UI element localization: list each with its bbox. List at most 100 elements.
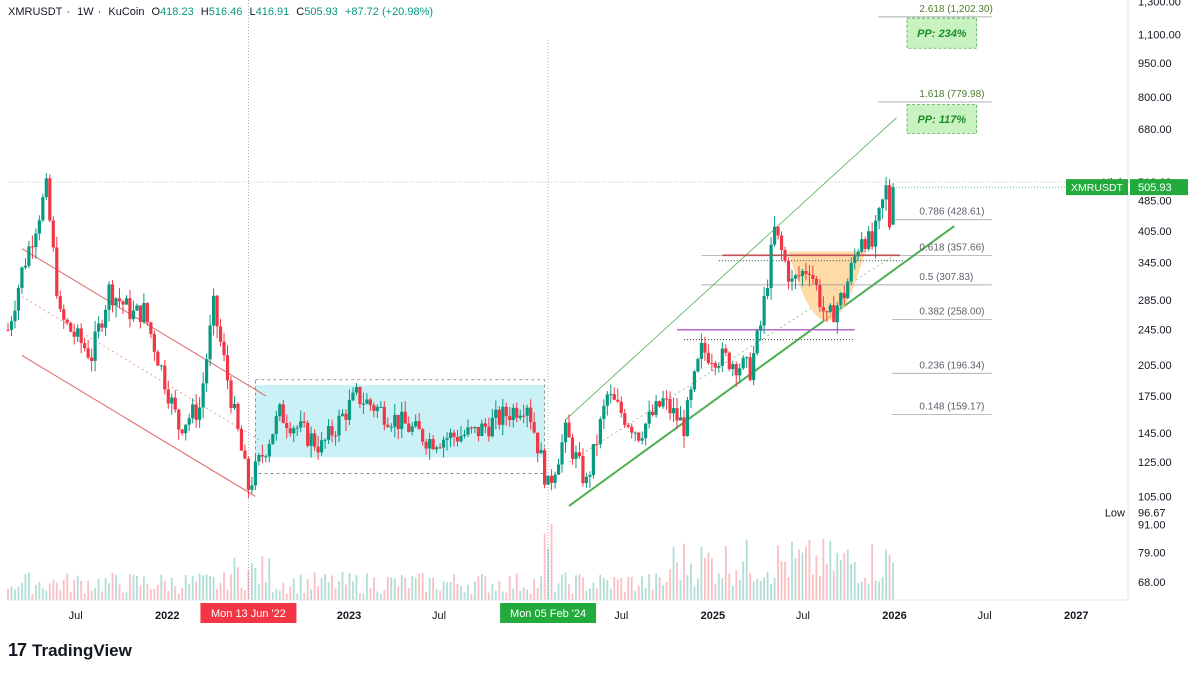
volume-bar [34,584,37,600]
volume-bar [411,576,414,600]
volume-bar [470,593,473,600]
candle-body [678,417,683,421]
y-tick-label: 79.00 [1138,547,1166,559]
volume-bar [832,570,835,600]
current-price-value: 505.93 [1138,182,1172,194]
y-tick-label: 91.00 [1138,520,1166,532]
candle-body [713,363,717,368]
tradingview-logo[interactable]: 17 TradingView [8,640,132,661]
volume-bar [808,539,811,600]
volume-bar [578,573,581,600]
volume-bar [94,588,97,600]
candle-body [372,405,376,411]
volume-bar [271,592,274,600]
volume-bar [393,578,396,600]
mid-price-value: 485.00 [1138,195,1172,207]
candle-body [222,341,226,356]
channel-mid-line [21,296,260,441]
volume-bar [679,580,682,600]
candle-body [37,220,41,234]
candle-body [128,298,132,320]
candle-body [626,424,630,427]
candle-body [717,365,721,368]
fib-level-label: 1.618 (779.98) [919,89,984,100]
candle-body [191,404,195,419]
candle-body [452,432,456,437]
volume-bar [836,552,839,600]
candle-body [759,325,763,331]
volume-bar [672,546,675,600]
candle-body [344,413,348,420]
date-badge [200,603,297,623]
candle-body [668,399,672,414]
volume-bar [585,590,588,600]
candle-body [264,456,268,458]
candle-body [23,265,28,268]
volume-bar [216,588,218,600]
symbol-name[interactable]: XMRUSDT [8,6,63,18]
volume-bar [317,585,320,600]
candle-body [205,359,209,384]
volume-bar [494,590,497,600]
volume-bar [533,579,536,600]
candle-body [62,309,66,320]
candle-body [581,456,585,484]
volume-bar [846,549,849,600]
candle-body [107,284,111,310]
volume-bar [683,543,685,600]
low-value: 96.67 [1138,508,1166,520]
candle-body [497,409,501,425]
candle-body [34,233,38,248]
volume-bar [115,574,117,600]
volume-bar [414,577,417,600]
close-label: C [296,6,305,18]
interval[interactable]: 1W [77,6,94,18]
candle-body [281,404,285,423]
volume-bar [251,563,253,600]
candle-body [288,428,292,434]
volume-bar [453,574,455,600]
candle-body [163,365,167,390]
volume-bar [623,591,626,600]
volume-bar [592,582,595,600]
candle-body [466,427,470,435]
candle-body [382,406,386,425]
volume-bar [365,573,368,600]
candle-body [103,309,108,328]
candle-body [609,394,613,396]
y-tick-label: 680.00 [1138,124,1172,136]
candle-body [560,442,564,465]
volume-bar [456,583,459,600]
tradingview-logo-icon: 17 [8,640,27,660]
volume-bar [501,591,504,600]
volume-bar [28,572,30,600]
volume-bar [864,577,867,600]
volume-bar [101,591,103,600]
volume-bar [24,574,27,600]
volume-bar [177,593,180,600]
candle-body [846,281,850,299]
volume-bar [268,558,271,600]
candle-body [76,328,80,337]
candle-body [368,399,372,406]
candle-body [772,226,777,245]
volume-bar [73,580,76,600]
volume-bar [547,548,549,600]
volume-bar [352,581,354,600]
volume-bar [843,552,846,600]
volume-bar [122,592,124,600]
candle-body [724,348,728,353]
candle-body [522,415,526,417]
candle-body [72,331,76,337]
candle-body [727,352,731,370]
open-label: O [151,6,161,18]
candle-body [48,178,52,221]
volume-bar [515,573,518,600]
fib-level-label: 0.786 (428.61) [919,207,984,218]
volume-bar [522,587,525,600]
candle-body [786,260,791,282]
candle-body [215,295,219,327]
volume-bar [554,591,556,600]
volume-bar [21,582,23,600]
